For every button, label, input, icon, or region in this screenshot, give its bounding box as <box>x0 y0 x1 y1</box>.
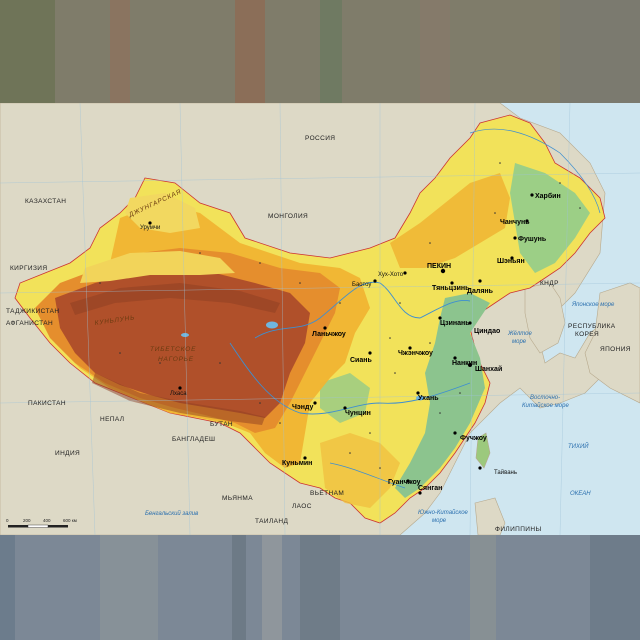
label-jinan: Цзинань <box>440 320 470 327</box>
minor-city-dots <box>99 162 581 469</box>
label-harbin: Харбин <box>535 192 561 200</box>
sichuan-basin <box>320 373 370 423</box>
label-tianjin: Тяньцзинь <box>432 285 470 292</box>
bottom-stripe <box>232 535 246 640</box>
label-taiwan: Тайвань <box>494 469 517 476</box>
amur-river <box>469 128 601 214</box>
label-laos: ЛАОС <box>292 503 312 510</box>
lake <box>181 333 189 337</box>
label-sea-of-japan: Японское море <box>571 302 615 308</box>
label-guangzhou: Гуанчжоу <box>388 479 421 486</box>
bottom-stripe <box>0 535 15 640</box>
label-nanjing: Нанкин <box>452 360 477 367</box>
china-physical-map: РОССИЯ КАЗАХСТАН МОНГОЛИЯ КИРГИЗИЯ ТАДЖИ… <box>0 103 640 535</box>
label-beijing: ПЕКИН <box>427 263 451 270</box>
label-mongolia: МОНГОЛИЯ <box>268 213 308 220</box>
label-hohhot: Хух-Хото <box>378 272 404 278</box>
eastern-lowlands <box>395 293 490 498</box>
label-russia: РОССИЯ <box>305 135 335 142</box>
label-east-china-sea-1: Восточно- <box>530 395 560 401</box>
bottom-stripe <box>300 535 340 640</box>
label-baotou: Баотоу <box>352 282 371 288</box>
scale-label-600: 600 км <box>63 518 77 523</box>
label-afghanistan: АФГАНИСТАН <box>6 320 53 327</box>
label-qingdao: Циндао <box>474 328 500 335</box>
label-pacific-1: ТИХИЙ <box>568 442 589 450</box>
label-east-china-sea-2: Китайское море <box>522 402 569 409</box>
label-nepal: НЕПАЛ <box>100 416 124 423</box>
graticule <box>0 103 640 535</box>
qinghai-lake <box>266 321 278 329</box>
label-bhutan: БУТАН <box>210 421 233 428</box>
label-urumqi: Урумчи <box>140 225 160 231</box>
label-myanmar: МЬЯНМА <box>222 495 253 502</box>
label-shenyang: Шэньян <box>497 258 525 265</box>
label-xianggang: Сянган <box>418 485 442 492</box>
label-yellow-sea-2: море <box>512 339 527 345</box>
label-republic-of-korea-2: КОРЕЯ <box>575 331 599 338</box>
scale-label-200: 200 <box>23 518 31 523</box>
label-dprk: КНДР <box>540 280 559 287</box>
dzungaria-basin <box>125 193 200 233</box>
label-bay-of-bengal: Бенгальский залив <box>145 510 198 517</box>
label-philippines: ФИЛИППИНЫ <box>495 526 542 533</box>
label-shanghai: Шанхай <box>475 365 502 373</box>
scale-label-400: 400 <box>43 518 51 523</box>
top-stripe <box>560 0 640 103</box>
tarim-basin <box>80 251 235 283</box>
label-changchun: Чанчунь <box>500 219 530 226</box>
label-chongqing: Чунцин <box>345 410 371 417</box>
label-dalian: Далянь <box>467 288 494 295</box>
label-fushun: Фушунь <box>518 236 547 243</box>
top-stripe <box>235 0 265 103</box>
bottom-stripe <box>470 535 496 640</box>
scale-bar: 0 200 400 600 км <box>6 518 77 528</box>
label-bangladesh: БАНГЛАДЕШ <box>172 436 215 443</box>
label-wuhan: Ухань <box>418 395 439 402</box>
label-republic-of-korea-1: РЕСПУБЛИКА <box>568 323 616 330</box>
label-pakistan: ПАКИСТАН <box>28 400 66 407</box>
bottom-stripe <box>262 535 282 640</box>
top-stripe <box>0 0 55 103</box>
label-vietnam: ВЬЕТНАМ <box>310 490 344 497</box>
city-dots <box>148 193 534 495</box>
label-south-china-sea-1: Южно-Китайское <box>418 509 469 516</box>
label-kirgizia: КИРГИЗИЯ <box>10 265 47 272</box>
label-zhengzhou: Чжэнчжоу <box>398 350 433 357</box>
himalaya-edge <box>92 373 265 425</box>
japan-land <box>584 282 640 404</box>
pearl-river <box>329 462 406 489</box>
label-chengdu: Чэнду <box>292 404 314 411</box>
inner-mongolia-plateau <box>390 173 510 268</box>
label-tibet-2: НАГОРЬЕ <box>158 356 194 363</box>
label-tajikistan: ТАДЖИКИСТАН <box>6 308 60 315</box>
northeast-plain <box>510 163 590 273</box>
label-kunming: Куньмин <box>282 460 312 467</box>
scale-label-0: 0 <box>6 518 9 523</box>
label-pacific-2: ОКЕАН <box>570 491 591 497</box>
map-svg: РОССИЯ КАЗАХСТАН МОНГОЛИЯ КИРГИЗИЯ ТАДЖИ… <box>0 103 640 535</box>
label-japan: ЯПОНИЯ <box>600 346 631 353</box>
label-fuzhou: Фучжоу <box>460 435 487 442</box>
korea-land <box>524 282 566 354</box>
label-xian: Сиань <box>350 357 372 364</box>
bottom-stripe <box>590 535 640 640</box>
top-stripe <box>420 0 450 103</box>
label-lanzhou: Ланьчжоу <box>312 331 346 338</box>
label-kazakhstan: КАЗАХСТАН <box>25 198 66 205</box>
top-stripe <box>320 0 342 103</box>
taiwan-land <box>475 432 491 469</box>
label-yellow-sea-1: Жёлтое <box>507 331 532 337</box>
top-stripe <box>110 0 130 103</box>
yangtze-river <box>229 342 471 415</box>
label-south-china-sea-2: море <box>432 518 447 524</box>
label-tibet-1: ТИБЕТСКОЕ <box>150 346 196 353</box>
label-india: ИНДИЯ <box>55 450 80 457</box>
bottom-stripe <box>100 535 158 640</box>
label-lhasa: Лхаса <box>170 391 187 397</box>
label-thailand: ТАИЛАНД <box>255 518 288 525</box>
philippines-land <box>474 497 506 535</box>
